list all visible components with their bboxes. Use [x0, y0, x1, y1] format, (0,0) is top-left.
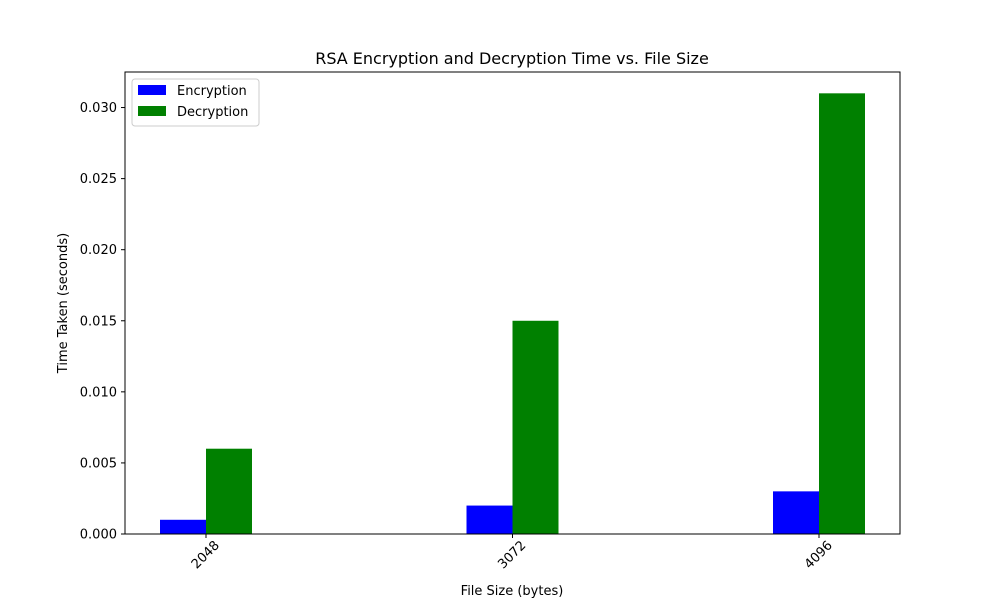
- chart-title: RSA Encryption and Decryption Time vs. F…: [315, 49, 709, 68]
- legend-label-decryption: Decryption: [177, 105, 248, 120]
- y-tick-label: 0.020: [80, 243, 117, 258]
- x-tick-label: 2048: [189, 538, 223, 572]
- bar-encryption-4096: [773, 491, 819, 534]
- y-axis-title: Time Taken (seconds): [56, 233, 71, 374]
- bar-decryption-2048: [206, 448, 252, 534]
- legend-label-encryption: Encryption: [177, 84, 247, 99]
- y-tick-label: 0.030: [80, 101, 117, 116]
- y-tick-label: 0.005: [80, 456, 117, 471]
- x-tick-label: 3072: [495, 538, 529, 572]
- y-tick-label: 0.025: [80, 172, 117, 187]
- bars-group: [160, 93, 865, 535]
- bar-encryption-3072: [466, 505, 513, 534]
- y-tick-label: 0.000: [80, 528, 117, 543]
- x-axis: 2048 3072 4096: [189, 534, 836, 572]
- legend-swatch-decryption: [138, 106, 166, 116]
- y-tick-label: 0.010: [80, 385, 117, 400]
- y-tick-label: 0.015: [80, 314, 117, 329]
- bar-encryption-2048: [160, 519, 206, 534]
- x-axis-title: File Size (bytes): [461, 584, 564, 599]
- legend-swatch-encryption: [138, 85, 166, 95]
- y-axis: 0.000 0.005 0.010 0.015 0.020 0.025 0.030: [80, 101, 125, 543]
- x-tick-label: 4096: [802, 538, 836, 572]
- bar-decryption-4096: [819, 93, 865, 535]
- bar-decryption-3072: [512, 320, 559, 534]
- legend: Encryption Decryption: [131, 78, 260, 127]
